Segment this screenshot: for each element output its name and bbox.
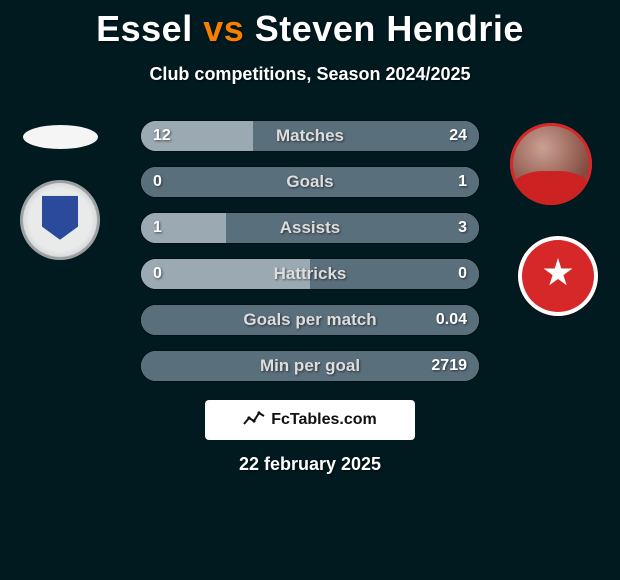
stat-row: 13Assists — [140, 212, 480, 244]
stat-label: Goals per match — [141, 305, 479, 335]
stat-label: Assists — [141, 213, 479, 243]
player1-name: Essel — [96, 8, 193, 49]
fctables-icon — [243, 409, 265, 432]
attribution-label: FcTables.com — [271, 411, 377, 429]
stat-row: 00Hattricks — [140, 258, 480, 290]
stat-label: Matches — [141, 121, 479, 151]
stats-bar-chart: 1224Matches 01Goals 13Assists 00Hattricks 0.… — [140, 120, 480, 396]
stat-label: Hattricks — [141, 259, 479, 289]
stat-row: 0.04Goals per match — [140, 304, 480, 336]
snapshot-date: 22 february 2025 — [0, 454, 620, 475]
stat-row: 01Goals — [140, 166, 480, 198]
player1-photo — [23, 125, 98, 149]
player2-club-crest — [518, 236, 598, 316]
player1-club-crest — [20, 180, 100, 260]
stat-label: Min per goal — [141, 351, 479, 381]
player2-photo — [510, 123, 592, 205]
comparison-title: Essel vs Steven Hendrie — [0, 0, 620, 50]
season-subtitle: Club competitions, Season 2024/2025 — [0, 64, 620, 85]
vs-text: vs — [203, 8, 244, 49]
player2-name: Steven Hendrie — [255, 8, 524, 49]
stat-label: Goals — [141, 167, 479, 197]
attribution-badge: FcTables.com — [205, 400, 415, 440]
stat-row: 1224Matches — [140, 120, 480, 152]
stat-row: 2719Min per goal — [140, 350, 480, 382]
